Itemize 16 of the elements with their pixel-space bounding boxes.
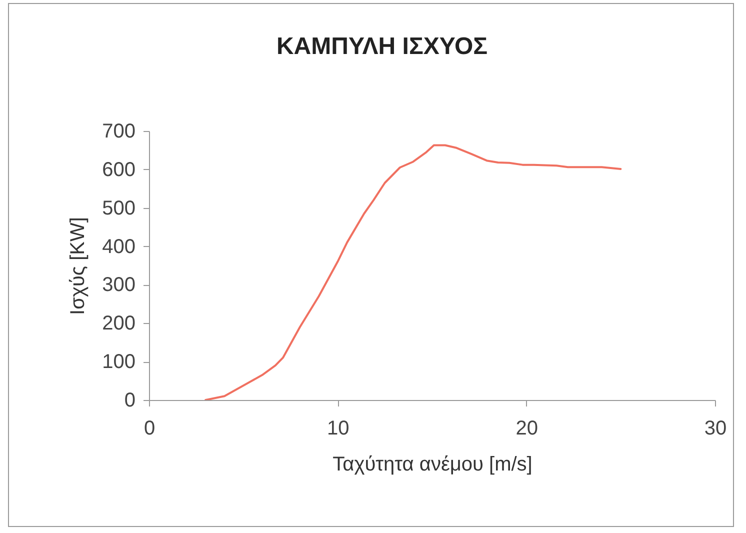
x-axis-title: Ταχύτητα ανέμου [m/s] [332,454,532,476]
chart-title: ΚΑΜΠΥΛΗ ΙΣΧΥΟΣ [276,33,488,60]
y-tick-label: 500 [102,197,136,220]
line-series [204,144,622,400]
y-tick-label: 100 [102,351,136,374]
x-tick-label: 30 [704,418,727,440]
y-tick-label: 300 [102,274,136,296]
y-axis-title: Ισχύς [KW] [67,217,90,315]
y-tick-label: 400 [102,236,136,258]
x-tick-label: 10 [327,418,350,440]
y-tick-label: 600 [102,158,136,181]
y-tick-label: 200 [102,312,136,335]
y-tick-label: 700 [102,120,136,142]
x-tick-label: 20 [516,418,538,440]
x-tick-label: 0 [144,418,156,440]
y-tick-label: 0 [124,390,136,412]
